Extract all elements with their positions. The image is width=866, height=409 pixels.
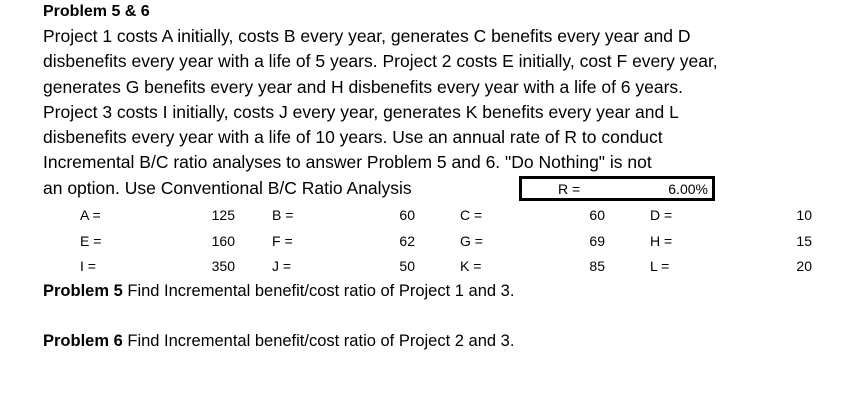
rate-label: R =: [558, 181, 581, 197]
row-1-value-1: 125: [211, 207, 235, 223]
paragraph-line: generates G benefits every year and H di…: [43, 76, 684, 97]
row-1-label-2: B =: [272, 207, 294, 223]
paragraph-line: Project 3 costs I initially, costs J eve…: [43, 101, 679, 122]
row-2-label-3: G =: [460, 233, 483, 249]
paragraph-line: Project 1 costs A initially, costs B eve…: [43, 26, 691, 46]
row-2-label-2: F =: [272, 233, 293, 249]
row-3-value-3: 85: [589, 258, 605, 274]
row-3-value-4: 20: [796, 258, 812, 274]
row-2-value-1: 160: [211, 233, 235, 249]
row-1-label-3: C =: [460, 207, 483, 223]
row-1-value-2: 60: [399, 207, 415, 223]
rate-value: 6.00%: [668, 181, 708, 197]
rate-box: R = 6.00%: [519, 176, 715, 201]
row-3-label-3: K =: [460, 258, 482, 274]
row-3-label-4: L =: [650, 258, 670, 274]
paragraph-line: an option. Use Conventional B/C Ratio An…: [43, 177, 412, 198]
row-1-value-4: 10: [796, 207, 812, 223]
row-2-value-3: 69: [589, 233, 605, 249]
problem-paragraph: Project 1 costs A initially, costs B eve…: [43, 24, 763, 201]
row-2-label-4: H =: [650, 233, 673, 249]
problem-5-label: Problem 5: [43, 282, 123, 300]
row-3-value-2: 50: [399, 258, 415, 274]
problem-5-text: Find Incremental benefit/cost ratio of P…: [122, 282, 515, 300]
row-3-label-2: J =: [272, 258, 292, 274]
problem-6-label: Problem 6: [43, 332, 123, 350]
row-1-label-4: D =: [650, 207, 673, 223]
paragraph-line: disbenefits every year with a life of 5 …: [43, 51, 718, 72]
problem-6-text: Find Incremental benefit/cost ratio of P…: [122, 332, 515, 350]
row-1-label-1: A =: [80, 207, 101, 223]
row-2-value-4: 15: [796, 233, 812, 249]
row-2-label-1: E =: [80, 233, 102, 249]
row-3-value-1: 350: [211, 258, 235, 274]
problem-5: Problem 5 Find Incremental benefit/cost …: [43, 282, 514, 301]
paragraph-line: Incremental B/C ratio analyses to answer…: [43, 152, 652, 173]
row-3-label-1: I =: [80, 258, 96, 274]
paragraph-line: disbenefits every year with a life of 10…: [43, 127, 663, 148]
problem-heading: Problem 5 & 6: [43, 3, 150, 20]
problem-6: Problem 6 Find Incremental benefit/cost …: [43, 332, 514, 351]
row-1-value-3: 60: [589, 207, 605, 223]
row-2-value-2: 62: [399, 233, 415, 249]
